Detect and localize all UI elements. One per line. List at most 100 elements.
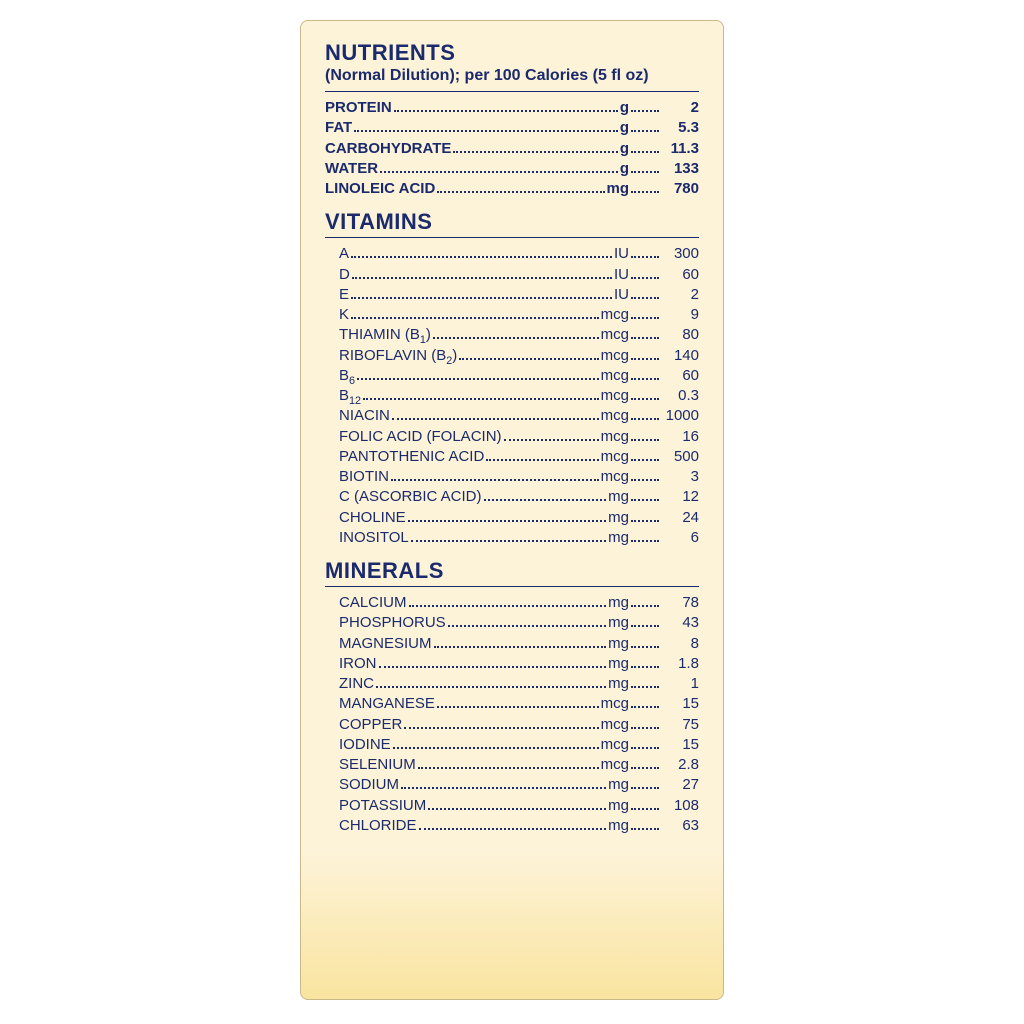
nutrient-unit: mg	[608, 528, 629, 548]
leader-dots	[408, 511, 606, 522]
nutrient-value: 24	[661, 508, 699, 528]
leader-dots	[631, 531, 659, 542]
leader-dots	[631, 288, 659, 299]
leader-dots	[631, 349, 659, 360]
nutrient-name: PANTOTHENIC ACID	[325, 447, 484, 467]
nutrient-name: NIACIN	[325, 406, 390, 426]
nutrient-name: CHOLINE	[325, 508, 406, 528]
nutrient-name: IODINE	[325, 735, 391, 755]
nutrient-row: PHOSPHORUSmg43	[325, 613, 699, 633]
leader-dots	[631, 819, 659, 830]
leader-dots	[504, 430, 599, 441]
nutrient-row: CHOLINEmg24	[325, 508, 699, 528]
leader-dots	[631, 430, 659, 441]
leader-dots	[631, 758, 659, 769]
nutrient-row: Kmcg9	[325, 305, 699, 325]
leader-dots	[404, 718, 598, 729]
leader-dots	[376, 677, 606, 688]
nutrient-value: 780	[661, 179, 699, 199]
nutrient-row: AIU300	[325, 244, 699, 264]
nutrient-row: CHLORIDEmg63	[325, 816, 699, 836]
nutrient-value: 140	[661, 346, 699, 366]
nutrient-row: MANGANESE mcg 15	[325, 694, 699, 714]
leader-dots	[484, 490, 607, 501]
nutrient-unit: mcg	[601, 447, 629, 467]
nutrient-unit: mcg	[601, 735, 629, 755]
nutrient-name: IRON	[325, 654, 377, 674]
nutrient-unit: g	[620, 139, 629, 159]
leader-dots	[631, 369, 659, 380]
nutrient-name: WATER	[325, 159, 378, 179]
nutrient-unit: mcg	[601, 325, 629, 345]
nutrient-name: COPPER	[325, 715, 402, 735]
nutrient-name: CHLORIDE	[325, 816, 417, 836]
nutrient-row: MAGNESIUMmg8	[325, 634, 699, 654]
leader-dots	[631, 677, 659, 688]
leader-dots	[459, 349, 598, 360]
nutrient-name: FOLIC ACID (FOLACIN)	[325, 427, 502, 447]
nutrient-value: 133	[661, 159, 699, 179]
nutrient-name: C (ASCORBIC ACID)	[325, 487, 482, 507]
nutrient-value: 15	[661, 694, 699, 714]
nutrient-name: CALCIUM	[325, 593, 407, 613]
leader-dots	[631, 637, 659, 648]
leader-dots	[351, 308, 599, 319]
nutrient-unit: mcg	[601, 427, 629, 447]
leader-dots	[631, 490, 659, 501]
leader-dots	[631, 162, 659, 173]
nutrient-unit: mg	[608, 634, 629, 654]
section-title: VITAMINS	[325, 209, 699, 235]
leader-dots	[434, 637, 607, 648]
nutrient-row: RIBOFLAVIN (B2)mcg140	[325, 346, 699, 366]
nutrient-name: MANGANESE	[325, 694, 435, 714]
leader-dots	[631, 697, 659, 708]
nutrient-unit: mg	[608, 816, 629, 836]
nutrient-value: 500	[661, 447, 699, 467]
nutrition-panel: NUTRIENTS (Normal Dilution); per 100 Cal…	[300, 20, 724, 1000]
leader-dots	[351, 288, 612, 299]
nutrient-name: CARBOHYDRATE	[325, 139, 451, 159]
nutrient-value: 8	[661, 634, 699, 654]
nutrient-name: SODIUM	[325, 775, 399, 795]
leader-dots	[486, 450, 598, 461]
nutrient-unit: mg	[608, 674, 629, 694]
leader-dots	[631, 182, 659, 193]
leader-dots	[631, 799, 659, 810]
nutrient-value: 0.3	[661, 386, 699, 406]
nutrient-row: PANTOTHENIC ACID mcg 500	[325, 447, 699, 467]
nutrient-value: 6	[661, 528, 699, 548]
leader-dots	[631, 247, 659, 258]
nutrient-row: FATg5.3	[325, 118, 699, 138]
leader-dots	[631, 142, 659, 153]
sections-container: PROTEINg2FATg5.3CARBOHYDRATEg11.3WATERg1…	[325, 98, 699, 836]
nutrient-value: 9	[661, 305, 699, 325]
leader-dots	[379, 657, 607, 668]
nutrient-row: PROTEINg2	[325, 98, 699, 118]
nutrient-name: E	[325, 285, 349, 305]
leader-dots	[393, 738, 599, 749]
nutrient-row: EIU2	[325, 285, 699, 305]
nutrient-name: SELENIUM	[325, 755, 416, 775]
leader-dots	[631, 450, 659, 461]
leader-dots	[409, 596, 607, 607]
nutrient-name: THIAMIN (B1)	[325, 325, 431, 345]
nutrient-name: FAT	[325, 118, 352, 138]
nutrient-row: THIAMIN (B1)mcg80	[325, 325, 699, 345]
nutrient-value: 108	[661, 796, 699, 816]
nutrient-value: 78	[661, 593, 699, 613]
nutrient-unit: IU	[614, 244, 629, 264]
leader-dots	[433, 328, 599, 339]
nutrient-value: 11.3	[661, 139, 699, 159]
leader-dots	[631, 657, 659, 668]
nutrient-row: ZINCmg1	[325, 674, 699, 694]
leader-dots	[391, 470, 599, 481]
nutrient-unit: mcg	[601, 694, 629, 714]
nutrient-unit: IU	[614, 265, 629, 285]
nutrient-value: 75	[661, 715, 699, 735]
leader-dots	[380, 162, 618, 173]
leader-dots	[401, 778, 606, 789]
leader-dots	[631, 718, 659, 729]
nutrient-unit: mcg	[601, 366, 629, 386]
nutrient-unit: mg	[608, 775, 629, 795]
leader-dots	[631, 268, 659, 279]
